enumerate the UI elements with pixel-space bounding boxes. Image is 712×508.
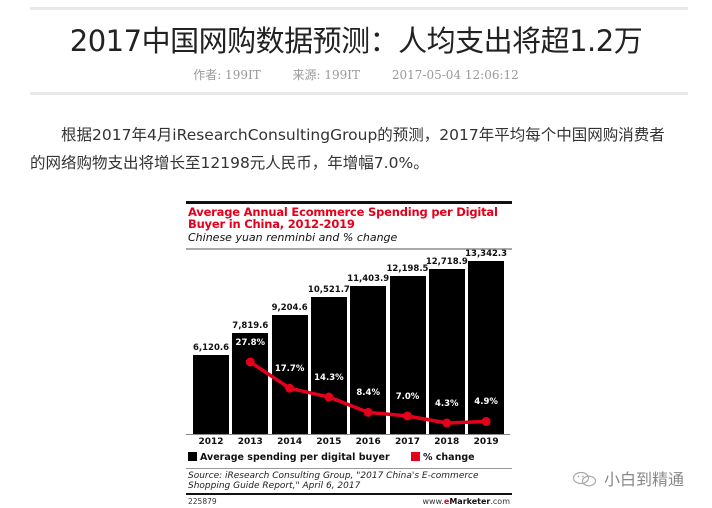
bar-2019 [468, 260, 505, 434]
bar-2017 [389, 275, 426, 434]
bar-value-label: 11,403.9 [347, 274, 390, 285]
legend-label-change: % change [422, 452, 475, 463]
source: 来源: 199IT [292, 68, 361, 82]
chart-id: 225879 [188, 497, 217, 506]
x-tick-label: 2017 [394, 437, 421, 447]
x-tick-label: 2018 [434, 437, 460, 447]
bar-value-label: 10,521.7 [307, 285, 350, 296]
x-tick-label: 2019 [473, 437, 499, 447]
bar-2014 [271, 314, 308, 434]
legend-swatch-bar [188, 452, 197, 461]
chart-bottom-rule [186, 493, 512, 495]
article-paragraph: 根据2017年4月iResearchConsultingGroup的预测，201… [30, 126, 665, 172]
chart-title: Average Annual Ecommerce Spending per Di… [188, 205, 498, 231]
top-divider [30, 7, 688, 10]
bar-2018 [428, 268, 465, 434]
chart-figure: Average Annual Ecommerce Spending per Di… [186, 201, 512, 508]
pct-change-marker [442, 418, 452, 428]
pct-change-marker [245, 357, 255, 367]
pct-change-marker [481, 416, 491, 426]
watermark: 小白到精通 [572, 466, 684, 490]
emarketer-brand: www.eMarketer.com [422, 497, 510, 506]
watermark-text: 小白到精通 [604, 470, 685, 489]
pct-change-label: 4.3% [435, 399, 459, 409]
x-tick-label: 2014 [277, 437, 303, 447]
chart-top-rule [186, 201, 512, 204]
pct-change-marker [403, 411, 412, 421]
article-meta: 作者: 199IT 来源: 199IT 2017-05-04 12:06:12 [0, 66, 712, 83]
chart-source: Source: iResearch Consulting Group, "201… [188, 471, 479, 491]
pct-change-label: 14.3% [314, 373, 344, 384]
x-tick-label: 2013 [237, 437, 263, 447]
bar-value-label: 6,120.6 [192, 342, 230, 353]
wechat-icon [572, 471, 597, 487]
bar-value-label: 13,342.3 [465, 248, 508, 259]
bar-value-label: 12,718.9 [425, 256, 468, 267]
article-title: 2017中国网购数据预测：人均支出将超1.2万 [69, 24, 643, 58]
x-axis-baseline [186, 434, 510, 435]
bar-2013 [232, 332, 269, 434]
pct-change-label: 4.9% [474, 397, 498, 408]
bar-2012 [193, 354, 229, 434]
author: 作者: 199IT [193, 68, 261, 82]
chart-subtitle: Chinese yuan renminbi and % change [188, 231, 398, 244]
pct-change-label: 8.4% [356, 388, 380, 399]
legend-swatch-line [410, 452, 420, 461]
chart-header-rule [186, 248, 512, 250]
bar-2015 [310, 297, 347, 434]
source-rule [186, 468, 512, 469]
pct-change-marker [285, 383, 295, 393]
publish-datetime: 2017-05-04 12:06:12 [391, 68, 519, 82]
meta-divider [30, 92, 688, 95]
pct-change-marker [324, 392, 334, 402]
pct-change-label: 7.0% [395, 391, 420, 402]
bar-value-label: 12,198.5 [386, 263, 429, 274]
pct-change-marker [363, 407, 373, 417]
pct-change-line [245, 357, 491, 428]
chart-legend: Average spending per digital buyer % cha… [188, 452, 475, 463]
bar-value-label: 9,204.6 [271, 302, 308, 313]
x-tick-label: 2012 [198, 437, 224, 447]
x-tick-label: 2015 [316, 437, 342, 447]
pct-change-label: 27.8% [235, 338, 266, 348]
x-tick-label: 2016 [355, 437, 381, 447]
legend-label-spending: Average spending per digital buyer [200, 452, 390, 463]
bar-value-label: 7,819.6 [232, 320, 269, 331]
pct-change-label: 17.7% [274, 364, 305, 375]
